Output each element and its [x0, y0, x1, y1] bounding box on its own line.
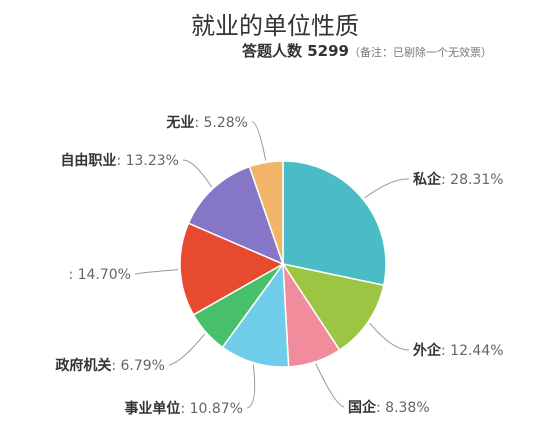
leader-line — [246, 364, 256, 409]
leader-line — [369, 322, 410, 351]
slice-label-value: : 14.70% — [68, 267, 131, 283]
leader-line — [134, 269, 179, 275]
pie-slice — [221, 261, 290, 368]
slice-label-name: 无业 — [165, 115, 194, 131]
chart-subtitle: 答题人数 5299（备注：已剔除一个无效票） — [242, 40, 492, 61]
slice-label: 自由职业: 13.23% — [60, 152, 179, 169]
slice-label-value: : 28.31% — [441, 172, 504, 188]
leader-lines — [134, 121, 410, 409]
leader-line — [251, 121, 267, 161]
slice-label: : 14.70% — [68, 267, 131, 283]
leader-line — [315, 363, 345, 408]
pie-slice — [282, 160, 387, 287]
slice-label-value: : 6.79% — [111, 358, 165, 374]
respondent-count: 答题人数 5299 — [242, 42, 349, 60]
leader-line — [182, 159, 213, 188]
chart-title: 就业的单位性质 — [191, 12, 359, 40]
pie-slice — [281, 262, 385, 352]
subtitle-note: （备注：已剔除一个无效票） — [348, 46, 492, 59]
slice-label-value: : 10.87% — [180, 401, 243, 417]
slice-label-name: 政府机关 — [55, 357, 111, 374]
slice-label-value: : 8.38% — [376, 400, 430, 416]
slice-label-name: 私企 — [413, 171, 442, 188]
slice-label: 国企: 8.38% — [348, 399, 430, 416]
slice-label-name: 外企 — [413, 342, 442, 359]
slice-label: 政府机关: 6.79% — [55, 357, 165, 374]
slice-label-value: : 13.23% — [116, 153, 179, 169]
slice-label-value: : 12.44% — [441, 343, 504, 359]
leader-line — [364, 178, 410, 199]
pie-slice — [187, 165, 285, 266]
slice-label-name: 事业单位 — [124, 400, 180, 417]
slice-label-name: 自由职业 — [60, 152, 116, 169]
slice-label: 事业单位: 10.87% — [124, 400, 243, 417]
pie-slice — [179, 222, 285, 316]
slice-label-name: 国企 — [348, 399, 377, 416]
pie-slice — [248, 160, 284, 265]
pie-slices — [179, 160, 387, 368]
leader-line — [168, 333, 206, 366]
slice-labels: 私企: 28.31% 外企: 12.44% 国企: 8.38% 事业单位: 10.87… — [55, 115, 503, 417]
slice-label: 私企: 28.31% — [413, 171, 504, 188]
slice-label: 无业: 5.28% — [165, 115, 248, 131]
slice-label-value: : 5.28% — [194, 115, 248, 131]
slice-label: 外企: 12.44% — [413, 342, 504, 359]
